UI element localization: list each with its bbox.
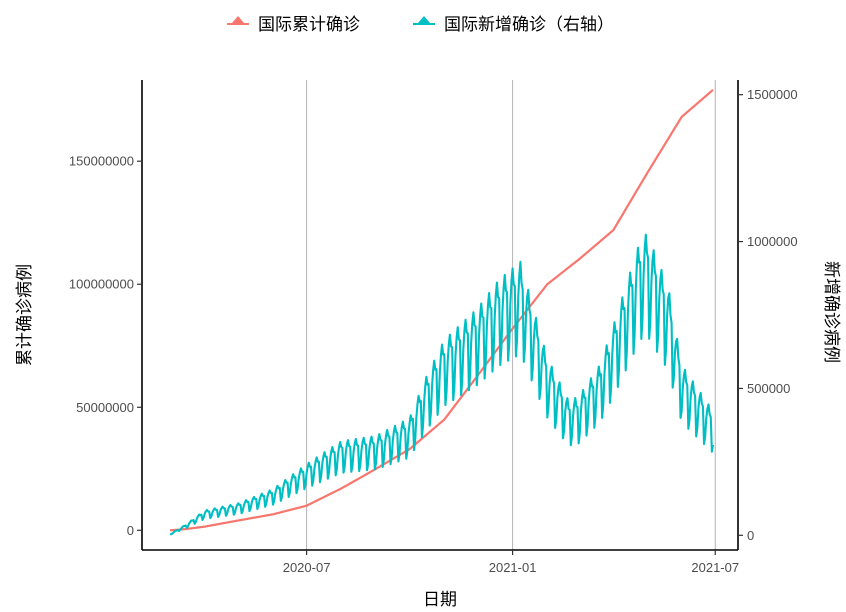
y-left-tick-label: 0 xyxy=(127,523,134,538)
y-right-tick-label: 1000000 xyxy=(747,234,798,249)
y-axis-title-right: 新增确诊病例 xyxy=(821,261,841,363)
ticks: 2020-07 2021-01 2021-07 0 50000000 100000000 1… xyxy=(69,87,798,575)
y-right-tick-label: 500000 xyxy=(747,381,790,396)
y-right-tick-label: 0 xyxy=(747,528,754,543)
x-tick-label: 2021-07 xyxy=(691,560,739,575)
series-line-cumulative xyxy=(169,89,714,532)
y-left-tick-label: 150000000 xyxy=(69,154,134,169)
legend-key-cumulative-glyph xyxy=(232,16,244,23)
x-tick-label: 2020-07 xyxy=(283,560,331,575)
legend-item-daily: 国际新增确诊（右轴） xyxy=(413,15,614,35)
legend-label-daily: 国际新增确诊（右轴） xyxy=(444,15,614,35)
y-axis-title-left: 累计确诊病例 xyxy=(15,264,35,366)
y-left-tick-label: 100000000 xyxy=(69,277,134,292)
legend-item-cumulative: 国际累计确诊 xyxy=(227,15,360,35)
legend-key-daily-glyph xyxy=(418,16,430,23)
series-line-daily xyxy=(169,233,715,536)
axes xyxy=(141,80,739,551)
legend-label-cumulative: 国际累计确诊 xyxy=(258,15,360,35)
y-right-tick-label: 1500000 xyxy=(747,87,798,102)
legend: 国际累计确诊 国际新增确诊（右轴） xyxy=(227,15,614,35)
y-left-tick-label: 50000000 xyxy=(76,400,134,415)
x-tick-label: 2021-01 xyxy=(489,560,537,575)
series-layer xyxy=(169,89,715,536)
x-axis-title: 日期 xyxy=(423,590,457,610)
